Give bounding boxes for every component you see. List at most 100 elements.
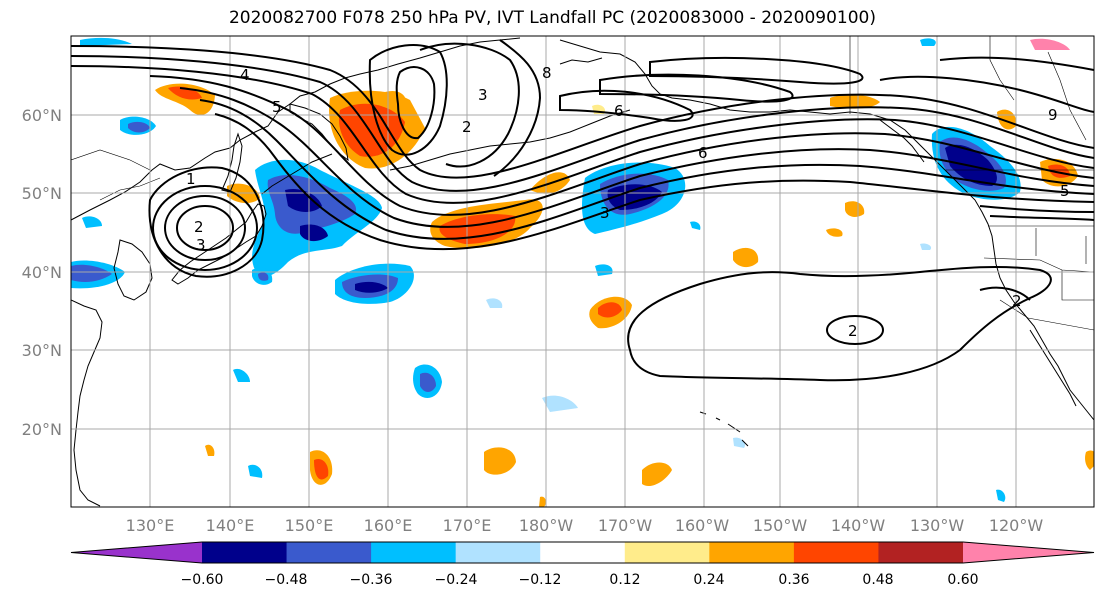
pos-anomaly bbox=[539, 496, 546, 507]
coastline-north-america bbox=[944, 169, 1094, 421]
pos-anomaly bbox=[314, 458, 329, 480]
coastline-korea bbox=[113, 239, 153, 301]
lon-label: 150°W bbox=[753, 516, 808, 535]
contour-labels: 1 2 3 3 4 5 6 6 8 9 2 2 2 3 5 bbox=[186, 64, 1070, 340]
colorbar-segment bbox=[624, 542, 710, 563]
colorbar-tick-label: 0.12 bbox=[609, 572, 640, 588]
colorbar-tick-label: −0.60 bbox=[181, 572, 224, 588]
lat-label: 30°N bbox=[22, 341, 62, 360]
lon-label: 170°E bbox=[443, 516, 492, 535]
chart-title: 2020082700 F078 250 hPa PV, IVT Landfall… bbox=[228, 8, 876, 28]
contour-label: 3 bbox=[196, 236, 206, 254]
neg-anomaly bbox=[486, 298, 503, 308]
colorbar-tick-label: 0.24 bbox=[693, 572, 724, 588]
colorbar-segment bbox=[455, 542, 541, 563]
contour-label: 2 bbox=[462, 118, 472, 136]
colorbar-segment bbox=[286, 542, 372, 563]
lon-label: 140°W bbox=[831, 516, 886, 535]
lon-label: 170°W bbox=[598, 516, 653, 535]
ivt-contours bbox=[71, 39, 1094, 382]
neg-anomaly bbox=[355, 281, 388, 293]
neg-anomaly bbox=[128, 121, 150, 133]
colorbar-tick-label: −0.24 bbox=[435, 572, 478, 588]
map-frame bbox=[70, 35, 1095, 508]
coastline-bc-islands bbox=[879, 119, 925, 163]
coastline-china bbox=[71, 299, 103, 507]
lon-label: 130°E bbox=[126, 516, 175, 535]
lon-label: 160°W bbox=[675, 516, 730, 535]
neg-anomaly bbox=[80, 37, 132, 46]
colorbar-outline bbox=[70, 541, 1095, 564]
lat-labels: 20°N 30°N 40°N 50°N 60°N bbox=[22, 106, 62, 439]
colorbar-segment bbox=[709, 542, 795, 563]
neg-anomaly bbox=[248, 464, 263, 478]
colorbar-labels: −0.60 −0.48 −0.36 −0.24 −0.12 0.12 0.24 … bbox=[181, 572, 979, 588]
lat-label: 40°N bbox=[22, 263, 62, 282]
pos-anomaly bbox=[484, 447, 516, 475]
colorbar-segment bbox=[793, 542, 879, 563]
neg-anomaly bbox=[920, 243, 932, 250]
neg-anomaly bbox=[82, 216, 102, 228]
neg-anomaly bbox=[996, 489, 1006, 502]
lon-label: 120°W bbox=[989, 516, 1044, 535]
colorbar bbox=[70, 541, 1095, 564]
contour-label: 4 bbox=[240, 66, 250, 84]
colorbar-tick-label: 0.36 bbox=[778, 572, 809, 588]
pos-anomaly bbox=[1085, 450, 1094, 470]
coastline-hawaii bbox=[699, 411, 749, 447]
lat-label: 20°N bbox=[22, 420, 62, 439]
lon-labels: 130°E 140°E 150°E 160°E 170°E 180°W 170°… bbox=[126, 516, 1044, 535]
neg-anomaly bbox=[233, 368, 250, 382]
neg-anomaly bbox=[285, 188, 322, 212]
coastline-aleutians bbox=[389, 109, 631, 171]
neg-anomaly bbox=[542, 395, 578, 412]
neg-anomaly bbox=[1030, 38, 1070, 50]
contour-label: 8 bbox=[542, 64, 552, 82]
colorbar-segment bbox=[878, 542, 964, 563]
lon-label: 150°E bbox=[285, 516, 334, 535]
lat-label: 50°N bbox=[22, 184, 62, 203]
colorbar-segment bbox=[371, 542, 457, 563]
contour-label: 3 bbox=[478, 86, 488, 104]
contour-label: 2 bbox=[194, 218, 204, 236]
contour-label: 1 bbox=[186, 170, 196, 188]
coastline-baja bbox=[1029, 329, 1077, 407]
neg-anomaly bbox=[300, 224, 328, 242]
pos-anomaly bbox=[598, 302, 622, 318]
lat-label: 60°N bbox=[22, 106, 62, 125]
pos-anomaly bbox=[385, 90, 407, 110]
neg-anomaly bbox=[420, 372, 436, 392]
coastline-alaska bbox=[559, 39, 946, 171]
coastline-bering bbox=[559, 57, 603, 65]
lon-label: 140°E bbox=[206, 516, 255, 535]
political-borders bbox=[71, 36, 1094, 331]
lon-label: 180°W bbox=[519, 516, 574, 535]
colorbar-segment bbox=[202, 542, 288, 563]
neg-anomaly bbox=[71, 264, 112, 282]
contour-label: 6 bbox=[698, 144, 708, 162]
colorbar-segment bbox=[540, 542, 626, 563]
colorbar-tick-label: −0.48 bbox=[265, 572, 308, 588]
colorbar-tick-label: 0.48 bbox=[862, 572, 893, 588]
pos-anomaly bbox=[168, 86, 202, 100]
contour-label: 6 bbox=[614, 102, 624, 120]
neg-anomaly bbox=[690, 221, 701, 230]
lon-label: 130°W bbox=[910, 516, 965, 535]
pos-anomaly bbox=[845, 201, 865, 217]
contour-label: 5 bbox=[272, 98, 282, 116]
pos-anomaly bbox=[733, 247, 759, 268]
pos-anomaly bbox=[830, 94, 880, 109]
neg-anomaly bbox=[607, 184, 662, 210]
pos-anomaly bbox=[642, 462, 672, 487]
pos-anomaly bbox=[205, 444, 215, 456]
neg-anomaly bbox=[920, 38, 936, 46]
neg-anomaly bbox=[258, 272, 269, 281]
contour-label: 9 bbox=[1048, 106, 1058, 124]
colorbar-extend-min bbox=[71, 542, 202, 563]
colorbar-extend-max bbox=[963, 542, 1094, 563]
map-plot-area: 1 2 3 3 4 5 6 6 8 9 2 2 2 3 5 bbox=[71, 36, 1094, 507]
colorbar-tick-label: −0.12 bbox=[519, 572, 562, 588]
neg-anomaly bbox=[595, 264, 613, 276]
contour-label: 3 bbox=[600, 204, 610, 222]
